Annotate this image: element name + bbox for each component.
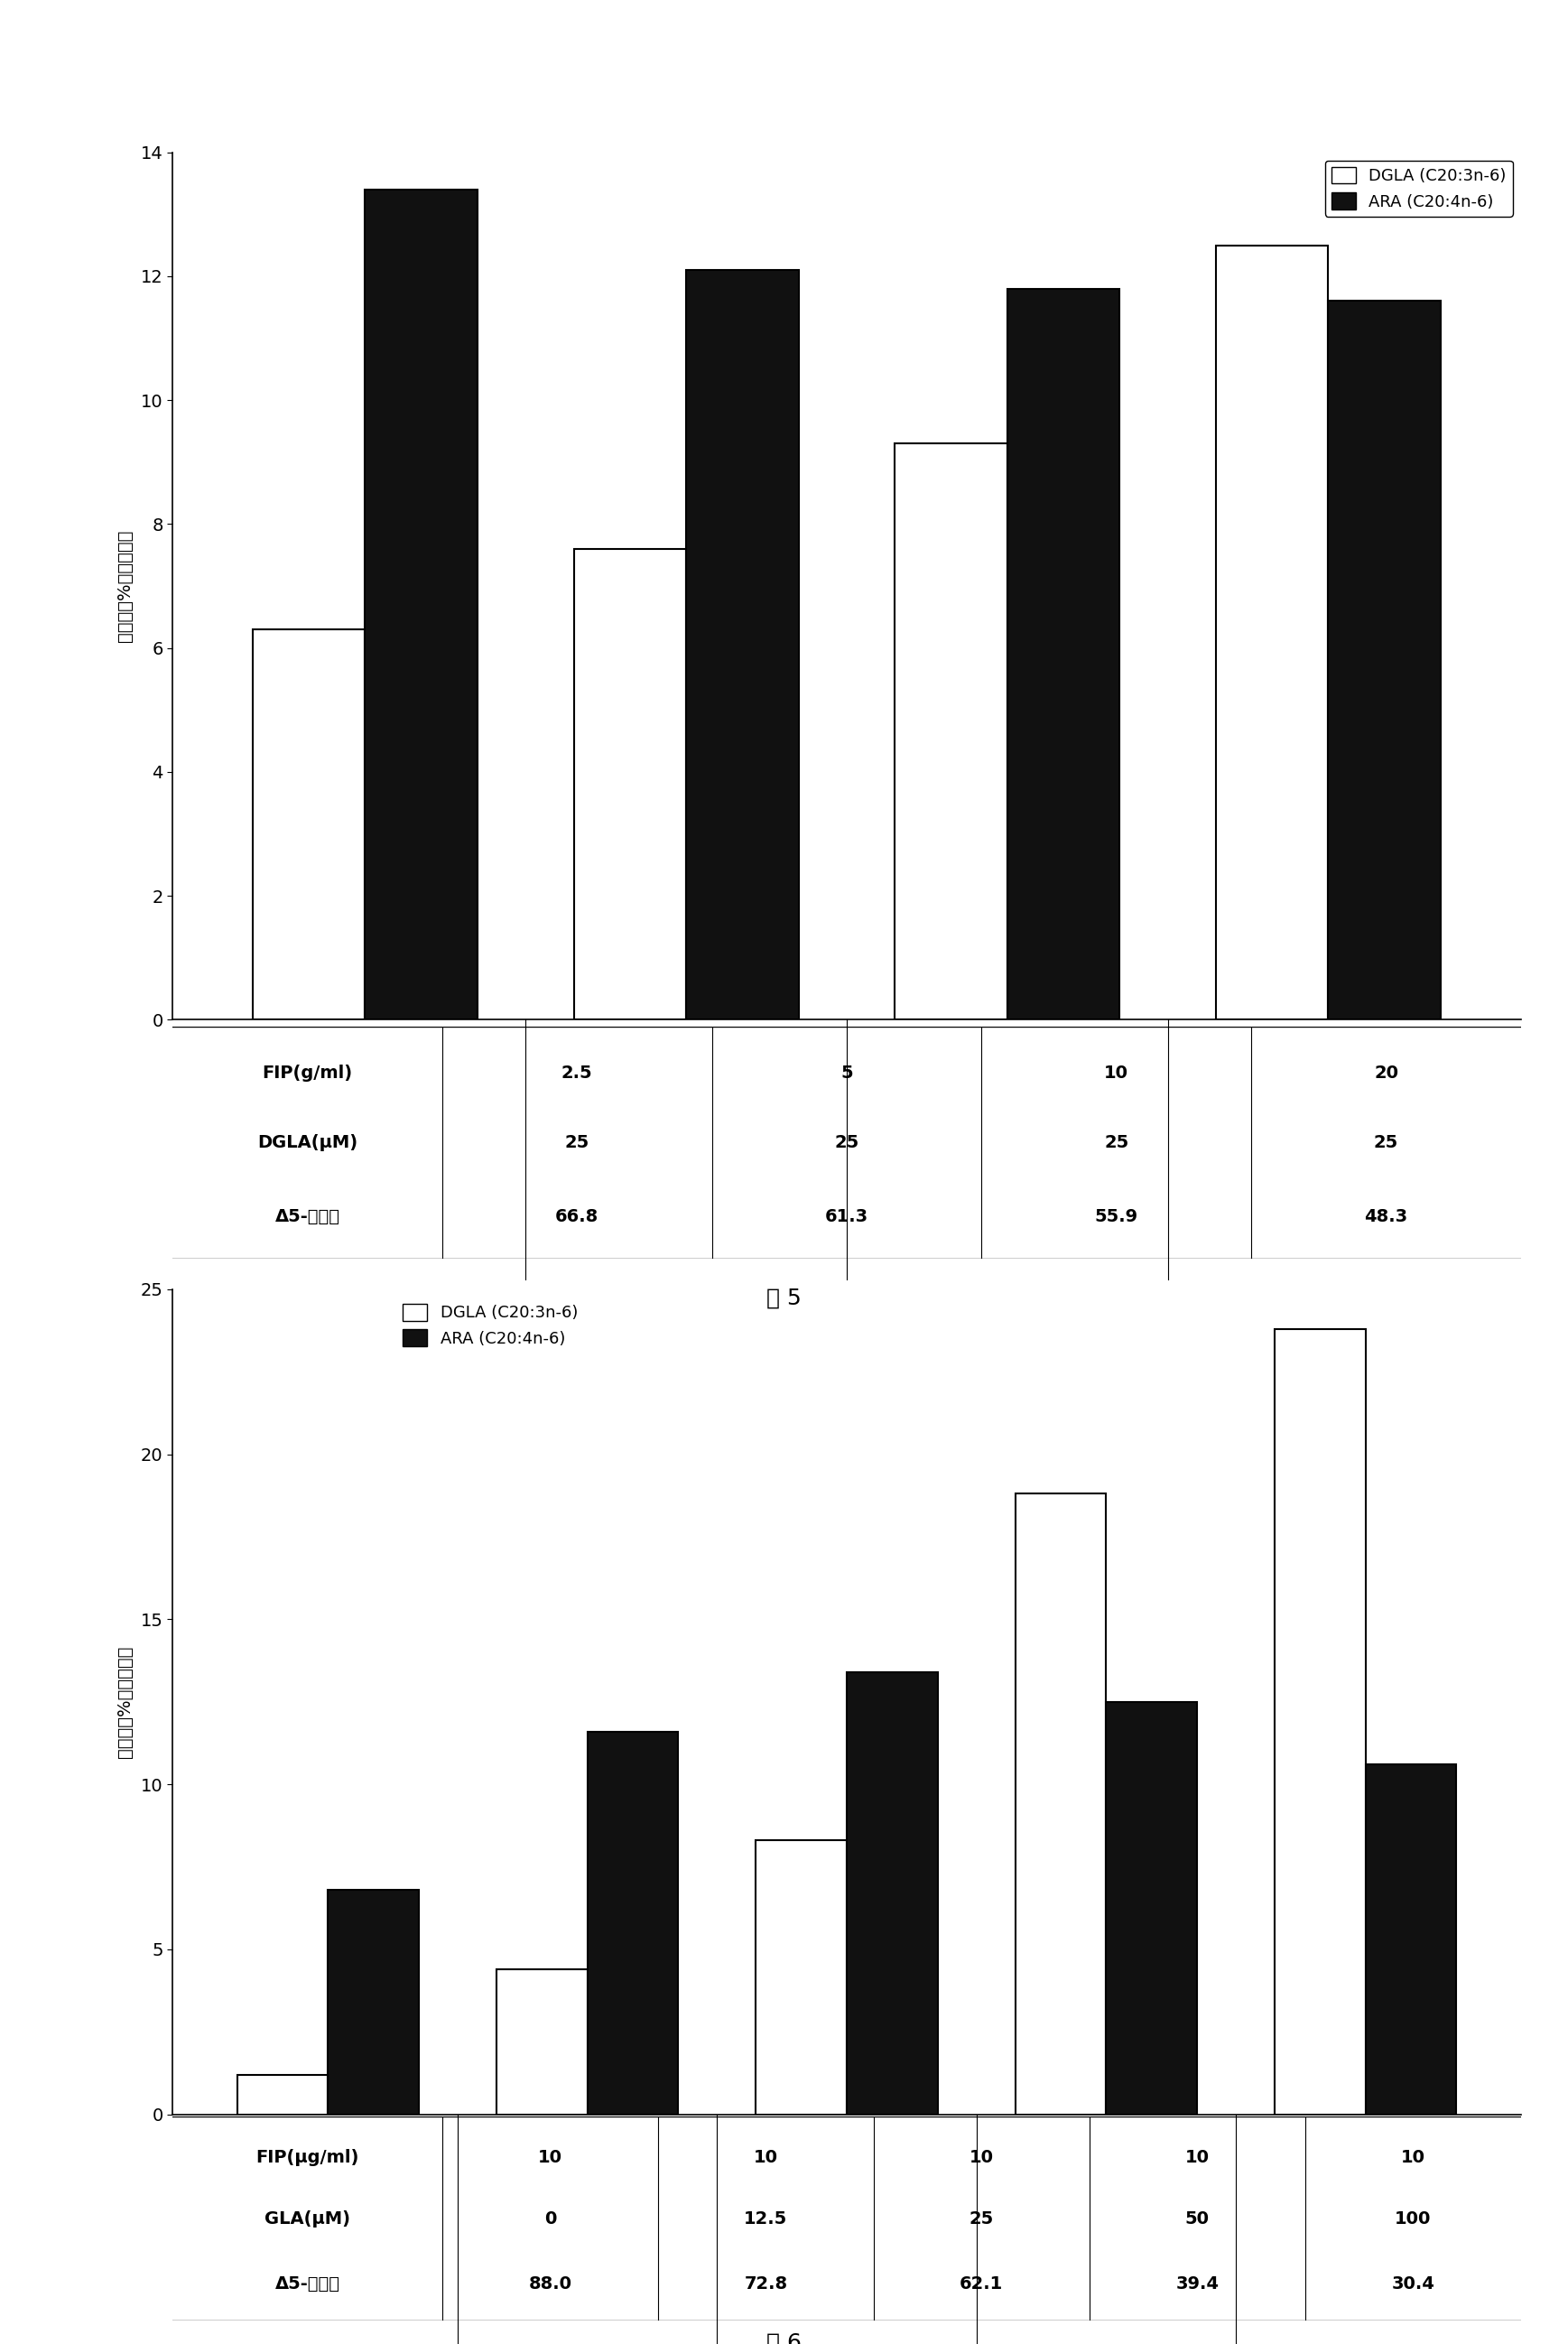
Bar: [756, 1840, 847, 2114]
Legend: DGLA (C20:3n-6), ARA (C20:4n-6): DGLA (C20:3n-6), ARA (C20:4n-6): [397, 1296, 585, 1352]
Text: 0: 0: [544, 2210, 557, 2227]
Bar: [1016, 1493, 1105, 2114]
Text: 25: 25: [1104, 1134, 1129, 1151]
Y-axis label: 脂肪酸（%以重量计）: 脂肪酸（%以重量计）: [116, 1645, 133, 1758]
Text: 55.9: 55.9: [1094, 1210, 1138, 1226]
Bar: [687, 270, 798, 1020]
Bar: [1275, 1329, 1366, 2114]
Text: FIP(g/ml): FIP(g/ml): [262, 1064, 353, 1081]
Text: 2.5: 2.5: [561, 1064, 593, 1081]
Text: Δ5-转换率: Δ5-转换率: [274, 1210, 340, 1226]
Bar: [1215, 246, 1328, 1020]
Bar: [895, 443, 1007, 1020]
Text: Δ5-转换率: Δ5-转换率: [274, 2276, 340, 2292]
Text: 5: 5: [840, 1064, 853, 1081]
Bar: [252, 628, 365, 1020]
Text: 10: 10: [754, 2149, 778, 2166]
Text: 39.4: 39.4: [1176, 2276, 1218, 2292]
Text: 61.3: 61.3: [825, 1210, 869, 1226]
Text: FIP(μg/ml): FIP(μg/ml): [256, 2149, 359, 2166]
Text: 25: 25: [564, 1134, 590, 1151]
Bar: [847, 1671, 938, 2114]
Bar: [365, 190, 478, 1020]
Text: 25: 25: [834, 1134, 859, 1151]
Bar: [1328, 300, 1441, 1020]
Y-axis label: 脂肪酸（%以重量计）: 脂肪酸（%以重量计）: [116, 530, 133, 642]
Text: GLA(μM): GLA(μM): [265, 2210, 350, 2227]
Bar: [237, 2074, 328, 2114]
Text: 30.4: 30.4: [1391, 2276, 1435, 2292]
Text: 72.8: 72.8: [745, 2276, 787, 2292]
Text: 图 6: 图 6: [767, 2332, 801, 2344]
Legend: DGLA (C20:3n-6), ARA (C20:4n-6): DGLA (C20:3n-6), ARA (C20:4n-6): [1325, 159, 1513, 216]
Text: 50: 50: [1185, 2210, 1209, 2227]
Text: DGLA(μM): DGLA(μM): [257, 1134, 358, 1151]
Text: 88.0: 88.0: [528, 2276, 572, 2292]
Bar: [1366, 1765, 1457, 2114]
Text: 66.8: 66.8: [555, 1210, 599, 1226]
Bar: [1007, 288, 1120, 1020]
Text: 20: 20: [1374, 1064, 1399, 1081]
Text: 25: 25: [969, 2210, 994, 2227]
Text: 10: 10: [1104, 1064, 1129, 1081]
Bar: [588, 1732, 679, 2114]
Bar: [1105, 1702, 1196, 2114]
Text: 62.1: 62.1: [960, 2276, 1004, 2292]
Bar: [497, 1969, 588, 2114]
Bar: [574, 548, 687, 1020]
Text: 10: 10: [969, 2149, 994, 2166]
Text: 10: 10: [538, 2149, 563, 2166]
Bar: [328, 1889, 419, 2114]
Text: 10: 10: [1185, 2149, 1209, 2166]
Text: 图 5: 图 5: [767, 1287, 801, 1308]
Text: 48.3: 48.3: [1364, 1210, 1408, 1226]
Text: 100: 100: [1396, 2210, 1432, 2227]
Text: 10: 10: [1400, 2149, 1425, 2166]
Text: 25: 25: [1374, 1134, 1399, 1151]
Text: 12.5: 12.5: [745, 2210, 787, 2227]
